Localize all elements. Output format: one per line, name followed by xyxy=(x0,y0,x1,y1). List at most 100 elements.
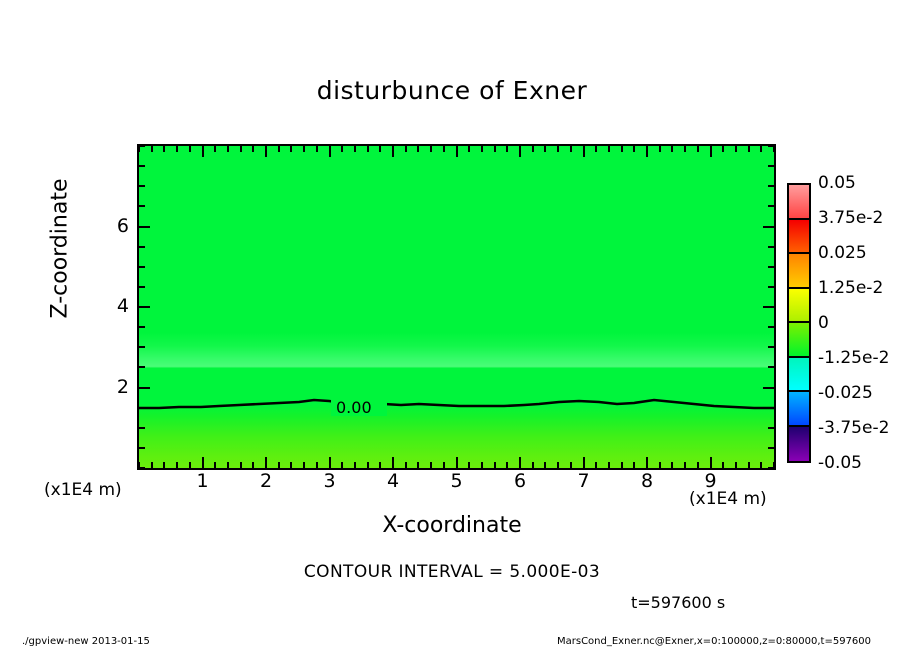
x-tick-top xyxy=(595,146,598,152)
x-unit-label-right: (x1E4 m) xyxy=(689,489,767,509)
plot-area xyxy=(137,144,776,470)
x-tick-bottom xyxy=(531,462,534,468)
x-tick-bottom xyxy=(493,462,496,468)
y-tick-label: 6 xyxy=(116,214,129,237)
x-tick-bottom xyxy=(379,462,382,468)
x-tick-top xyxy=(506,146,509,152)
x-tick-top xyxy=(404,146,407,152)
x-tick-bottom xyxy=(239,462,242,468)
x-tick-top xyxy=(557,146,560,152)
x-tick-bottom xyxy=(519,457,521,468)
x-unit-label-left: (x1E4 m) xyxy=(44,480,122,500)
y-tick-left xyxy=(139,386,150,389)
x-tick-bottom xyxy=(455,457,458,468)
colorbar-band-violet xyxy=(789,426,809,461)
x-tick-top xyxy=(315,146,318,152)
x-tick-label: 3 xyxy=(323,470,336,492)
x-tick-top xyxy=(430,146,433,152)
y-tick-right xyxy=(768,285,774,288)
y-tick-right xyxy=(768,205,774,208)
colorbar-band-pink-red xyxy=(789,185,809,220)
x-tick-bottom xyxy=(303,462,306,468)
x-tick-bottom xyxy=(722,462,725,468)
x-tick-bottom xyxy=(442,462,445,468)
x-tick-top xyxy=(646,146,648,157)
colorbar-tick-label: 1.25e-2 xyxy=(818,278,884,298)
x-tick-bottom xyxy=(544,462,547,468)
y-tick-right xyxy=(768,245,774,248)
x-tick-top xyxy=(607,146,610,152)
x-tick-top xyxy=(417,146,420,152)
x-tick-top xyxy=(696,146,699,152)
x-tick-top xyxy=(150,146,153,152)
x-tick-label: 1 xyxy=(196,470,209,492)
y-axis-title: Z-coordinate xyxy=(47,178,73,319)
x-tick-bottom xyxy=(658,462,661,468)
x-tick-bottom xyxy=(696,462,699,468)
x-tick-top xyxy=(290,146,293,152)
x-tick-top xyxy=(480,146,483,152)
x-tick-bottom xyxy=(392,457,394,468)
x-tick-label: 6 xyxy=(513,470,527,492)
x-tick-label: 7 xyxy=(577,470,590,492)
x-tick-bottom xyxy=(277,462,280,468)
y-tick-left xyxy=(139,426,145,429)
x-tick-bottom xyxy=(773,462,775,468)
x-tick-label: 9 xyxy=(704,470,717,492)
page-title: disturbunce of Exner xyxy=(316,76,588,105)
x-tick-top xyxy=(531,146,534,152)
contour-fill-field xyxy=(139,146,774,468)
x-tick-bottom xyxy=(290,462,293,468)
x-tick-bottom xyxy=(188,462,191,468)
x-tick-top xyxy=(773,146,775,152)
colorbar-tick-label: -3.75e-2 xyxy=(818,418,890,438)
y-tick-label: 2 xyxy=(116,375,129,398)
y-tick-right xyxy=(768,145,774,147)
y-tick-right xyxy=(768,326,774,329)
x-tick-bottom xyxy=(595,462,598,468)
x-tick-top xyxy=(277,146,280,152)
x-tick-top xyxy=(455,146,458,157)
y-tick-left xyxy=(139,225,150,228)
x-tick-bottom xyxy=(760,462,763,468)
y-tick-left xyxy=(139,205,145,208)
x-tick-bottom xyxy=(252,462,255,468)
colorbar-band-cyan-blue xyxy=(789,392,809,427)
x-tick-bottom xyxy=(265,457,267,468)
x-tick-top xyxy=(582,146,585,157)
colorbar xyxy=(787,183,811,463)
x-tick-label: 2 xyxy=(259,470,273,492)
x-tick-bottom xyxy=(417,462,420,468)
x-tick-top xyxy=(201,146,204,157)
contour-label-mask xyxy=(331,394,387,416)
x-tick-bottom xyxy=(684,462,687,468)
x-tick-bottom xyxy=(226,462,229,468)
x-tick-top xyxy=(392,146,394,157)
y-tick-left xyxy=(139,285,145,288)
y-tick-left xyxy=(139,326,145,329)
y-tick-left xyxy=(139,245,145,248)
y-tick-left xyxy=(139,366,145,369)
y-tick-right xyxy=(763,306,774,308)
colorbar-tick-label: -1.25e-2 xyxy=(818,348,890,368)
y-tick-label: 4 xyxy=(116,295,129,317)
x-tick-top xyxy=(544,146,547,152)
x-tick-bottom xyxy=(671,462,674,468)
colorbar-band-orange xyxy=(789,254,809,289)
x-tick-top xyxy=(468,146,471,152)
x-tick-bottom xyxy=(633,462,636,468)
x-tick-bottom xyxy=(138,462,140,468)
x-tick-label: 8 xyxy=(640,470,654,492)
y-tick-right xyxy=(768,185,774,188)
colorbar-band-spring-cyan xyxy=(789,357,809,392)
x-tick-top xyxy=(328,146,331,157)
x-tick-bottom xyxy=(734,462,737,468)
footer-source-label: MarsCond_Exner.nc@Exner,x=0:100000,z=0:8… xyxy=(557,636,872,647)
x-tick-top xyxy=(214,146,217,152)
colorbar-tick-label: 3.75e-2 xyxy=(818,208,884,228)
y-tick-right xyxy=(768,426,774,429)
x-tick-top xyxy=(366,146,369,152)
x-tick-bottom xyxy=(506,462,509,468)
contour-value-label: 0.00 xyxy=(336,398,372,417)
x-tick-top xyxy=(353,146,356,152)
